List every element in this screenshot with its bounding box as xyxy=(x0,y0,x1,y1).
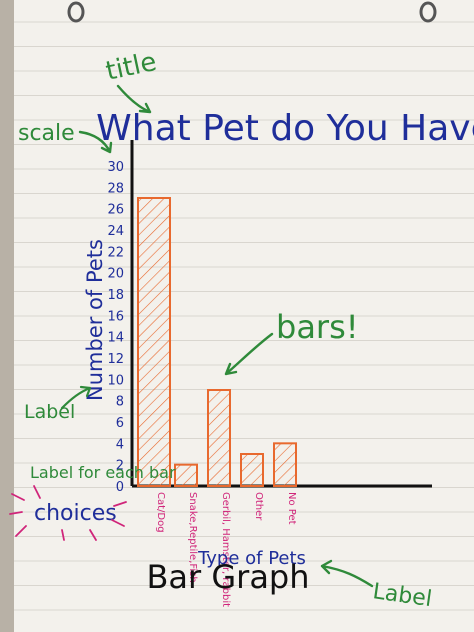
y-tick-label: 10 xyxy=(107,373,124,388)
paper-edge-shadow xyxy=(0,0,14,632)
category-label: No Pet xyxy=(286,492,297,525)
label-left-arrow-icon xyxy=(60,385,92,410)
scale-arrow-icon xyxy=(78,130,113,154)
y-tick-label: 8 xyxy=(116,395,124,410)
title-arrow-icon xyxy=(116,84,152,114)
y-tick-label: 26 xyxy=(107,203,124,218)
y-tick-label: 6 xyxy=(116,416,124,431)
bars xyxy=(137,197,297,488)
y-axis-label: Number of Pets xyxy=(83,239,107,401)
y-tick-label: 2 xyxy=(116,459,124,474)
y-tick-label: 0 xyxy=(116,480,124,495)
category-label: Other xyxy=(253,492,264,521)
bar xyxy=(273,442,297,488)
y-tick-label: 20 xyxy=(107,267,124,282)
y-tick-label: 12 xyxy=(107,352,124,367)
category-label: Snake,Reptile,Fish xyxy=(187,492,198,583)
y-tick-label: 24 xyxy=(107,224,124,239)
y-tick-label: 14 xyxy=(107,331,124,346)
chart-title: What Pet do You Have? xyxy=(96,108,474,149)
ring-right xyxy=(419,1,437,23)
choices-burst-icon xyxy=(9,485,127,541)
bar xyxy=(137,197,171,487)
label-annotation-left: Label xyxy=(24,401,75,423)
category-label: Gerbil, Hamster, rabbit xyxy=(220,492,231,607)
choices-annotation: choices xyxy=(34,501,117,526)
y-tick-label: 18 xyxy=(107,288,124,303)
category-labels: Cat/Dog Snake,Reptile,Fish Gerbil, Hamster… xyxy=(155,492,297,607)
bar xyxy=(207,389,231,487)
y-tick-label: 28 xyxy=(107,181,124,196)
bar xyxy=(240,453,264,487)
label-each-bar-annotation: Label for each bar xyxy=(30,463,176,482)
y-tick-label: 4 xyxy=(116,437,124,452)
bar xyxy=(174,463,198,487)
ring-left xyxy=(67,1,85,23)
y-tick-label: 16 xyxy=(107,309,124,324)
scale-annotation: scale xyxy=(18,121,75,146)
bars-annotation: bars! xyxy=(276,308,359,346)
x-axis-label: Type of Pets xyxy=(197,548,306,569)
bars-arrow-icon xyxy=(224,332,274,376)
graph-name: Bar Graph xyxy=(146,558,309,596)
label-bottom-arrow-icon xyxy=(320,559,374,588)
category-label: Cat/Dog xyxy=(155,492,166,533)
y-tick-label: 22 xyxy=(107,245,124,260)
y-tick-label: 30 xyxy=(107,160,124,175)
